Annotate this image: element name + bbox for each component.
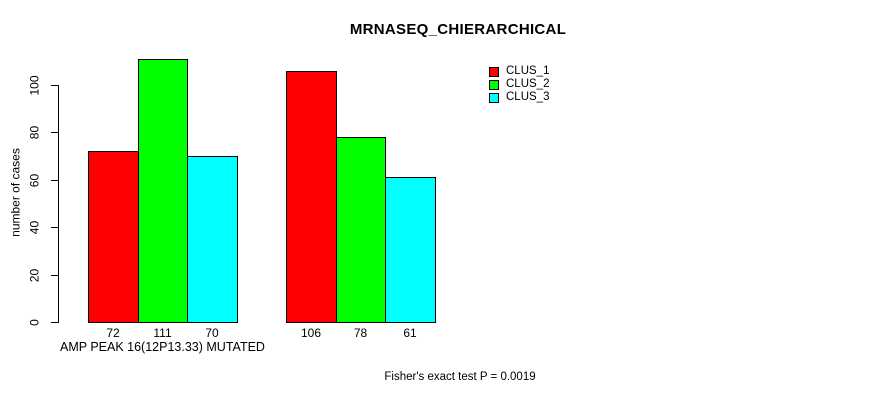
bar-value-label: 72 [106,326,120,340]
legend-label: CLUS_1 [506,65,550,77]
bar-value-label: 78 [353,326,368,340]
bar-clus_1-g1 [88,151,139,323]
y-tick [51,85,58,86]
y-tick-label: 80 [27,125,42,140]
legend-label: CLUS_3 [506,91,550,103]
bar-clus_2-g1 [138,59,188,323]
bar-clus_1-g2 [286,71,337,323]
y-tick [51,227,58,228]
footnote: Fisher's exact test P = 0.0019 [384,371,536,383]
legend-swatch-clus_2 [489,79,499,90]
y-tick-label: 20 [27,268,42,283]
bar-clus_3-g1 [187,156,238,323]
y-axis-line [58,85,59,323]
legend-row: CLUS_3 [489,91,549,104]
legend-swatch-clus_1 [489,66,499,77]
legend-row: CLUS_2 [489,78,549,91]
legend-label: CLUS_2 [506,78,550,90]
legend-row: CLUS_1 [489,65,549,78]
x-group-label: AMP PEAK 16(12P13.33) MUTATED [60,340,265,354]
legend-swatch-clus_3 [489,92,499,103]
y-tick [51,275,58,276]
y-tick [51,132,58,133]
legend: CLUS_1 CLUS_2 CLUS_3 [489,65,549,104]
bar-value-label: 106 [300,326,322,340]
bar-value-label: 70 [205,326,219,340]
y-tick-label: 40 [27,220,42,235]
y-tick [51,322,58,323]
y-tick-label: 0 [27,319,42,326]
y-tick-label: 60 [27,173,42,188]
bar-value-label: 61 [403,326,417,340]
y-tick-label: 100 [27,75,42,96]
chart-title: MRNASEQ_CHIERARCHICAL [349,21,567,38]
bar-clus_2-g2 [336,137,386,323]
bar-clus_3-g2 [385,177,436,323]
bar-value-label: 111 [153,326,172,340]
y-tick [51,180,58,181]
